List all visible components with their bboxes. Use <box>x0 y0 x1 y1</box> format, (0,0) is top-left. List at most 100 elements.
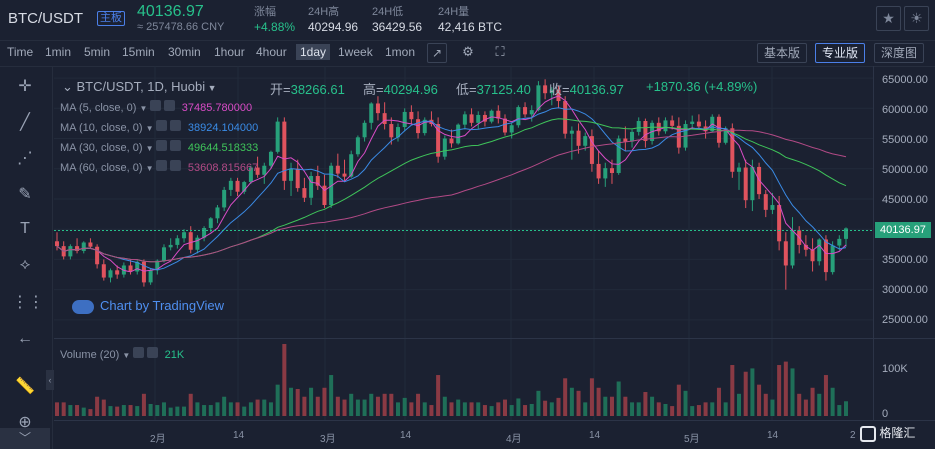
ma30-value: 49644.518333 <box>187 142 259 154</box>
candle <box>208 217 213 233</box>
timeframe-time[interactable]: Time <box>7 45 34 59</box>
volume-bar <box>382 393 387 416</box>
ruler-icon[interactable]: 📏 <box>15 378 35 395</box>
candle-body <box>54 241 60 247</box>
crosshair-icon[interactable]: ✛ <box>18 78 32 95</box>
candle <box>696 114 701 130</box>
pane-collapse-icon[interactable]: ‹ <box>46 370 54 390</box>
last-price-axis-label: 40136.97 <box>875 222 931 238</box>
volume-bar <box>710 402 715 416</box>
eye-icon[interactable] <box>149 100 161 111</box>
eye-icon[interactable] <box>155 120 167 131</box>
brush-icon[interactable]: ✎ <box>18 186 32 203</box>
theme-sun-icon[interactable]: ☀ <box>904 6 929 31</box>
volume-bar <box>188 393 193 416</box>
text-tool-icon[interactable]: T <box>20 220 30 237</box>
view-depth-button[interactable]: 深度图 <box>874 43 925 63</box>
ma5-row[interactable]: MA (5, close, 0) ▼ 37485.780000 <box>60 100 253 114</box>
volume-bar <box>275 384 280 416</box>
collapse-chevron-icon[interactable]: ﹀ <box>0 428 50 449</box>
candle-body <box>188 232 193 250</box>
open-value-group: 开=38266.61 <box>270 79 345 98</box>
zoom-in-icon[interactable]: ⊕ <box>18 414 32 431</box>
eye-icon[interactable] <box>155 140 167 151</box>
timeframe-4hour[interactable]: 4hour <box>256 45 287 59</box>
pattern-tool-icon[interactable]: ⟡ <box>19 256 31 273</box>
volume-legend[interactable]: Volume (20) ▼ 21K <box>60 347 185 361</box>
settings-gear-icon[interactable]: ⚙ <box>462 44 474 59</box>
candle <box>255 156 260 178</box>
candle-body <box>268 151 273 166</box>
view-pro-button[interactable]: 专业版 <box>815 43 866 63</box>
timeframe-1min[interactable]: 1min <box>45 45 72 59</box>
volume-bar <box>670 406 675 416</box>
timeframe-30min[interactable]: 30min <box>168 45 201 59</box>
candle-body <box>750 166 755 201</box>
volume-bar <box>268 402 273 416</box>
ma10-row[interactable]: MA (10, close, 0) ▼ 38924.104000 <box>60 120 259 134</box>
candle-body <box>609 168 614 173</box>
candle-body <box>182 232 187 239</box>
timeframe-1mon[interactable]: 1mon <box>385 45 416 59</box>
timeframe-1day[interactable]: 1day <box>296 44 331 60</box>
fullscreen-icon[interactable]: ⛶ <box>495 44 505 59</box>
candle-body <box>716 116 721 143</box>
back-arrow-icon[interactable]: ← <box>17 330 33 347</box>
volume-bar <box>108 406 113 416</box>
pair-name[interactable]: BTC/USDT <box>8 10 83 27</box>
candle-body <box>496 110 501 119</box>
trend-line-icon[interactable]: ╱ <box>20 114 30 131</box>
symbol-dropdown-icon[interactable]: ▼ <box>205 83 217 93</box>
settings-icon[interactable] <box>169 120 181 131</box>
candle-body <box>523 107 528 115</box>
settings-icon[interactable] <box>163 100 175 111</box>
candle-body <box>790 230 795 266</box>
candle <box>529 105 534 122</box>
volume-bar <box>556 397 561 416</box>
settings-icon[interactable] <box>169 140 181 151</box>
candle-body <box>516 107 521 126</box>
eye-icon[interactable] <box>132 347 144 358</box>
volume-bar <box>416 393 421 416</box>
volume-bar <box>696 405 701 416</box>
prediction-tool-icon[interactable]: ⋮⋮ <box>12 294 44 311</box>
eye-icon[interactable] <box>155 160 167 171</box>
stat-label-low: 24H低 <box>372 6 404 18</box>
timeframe-15min[interactable]: 15min <box>122 45 155 59</box>
symbol-info[interactable]: ⌄ BTC/USDT, 1D, Huobi ▼ <box>62 79 217 95</box>
candle-body <box>141 261 146 283</box>
candle-body <box>396 127 401 138</box>
candle <box>315 165 320 190</box>
collapse-legend-icon[interactable]: ⌄ <box>62 79 77 94</box>
chart-type-icon[interactable]: ↗ <box>427 43 447 63</box>
volume-bar <box>757 384 762 416</box>
price-axis-label: 55000.00 <box>882 134 928 146</box>
volume-bar <box>690 406 695 416</box>
candle-body <box>442 138 447 157</box>
volume-bar <box>155 405 160 416</box>
timeframe-5min[interactable]: 5min <box>84 45 111 59</box>
candle <box>623 126 628 151</box>
timeframe-1hour[interactable]: 1hour <box>214 45 245 59</box>
view-basic-button[interactable]: 基本版 <box>757 43 808 63</box>
candle-body <box>255 167 260 175</box>
candle <box>603 162 608 187</box>
volume-axis-label: 0 <box>882 408 889 420</box>
ma60-row[interactable]: MA (60, close, 0) ▼ 53608.815667 <box>60 160 259 174</box>
volume-bar <box>282 344 287 416</box>
candle <box>182 229 187 243</box>
candle-body <box>95 246 100 265</box>
settings-icon[interactable] <box>146 347 158 358</box>
fib-tool-icon[interactable]: ⋰ <box>17 150 33 167</box>
candle <box>409 105 414 124</box>
ma30-row[interactable]: MA (30, close, 0) ▼ 49644.518333 <box>60 140 259 154</box>
candle-body <box>723 128 728 143</box>
favorite-star-icon[interactable]: ★ <box>876 6 901 31</box>
tradingview-watermark[interactable]: Chart by TradingView <box>72 298 224 314</box>
settings-icon[interactable] <box>169 160 181 171</box>
timeframe-1week[interactable]: 1week <box>338 45 373 59</box>
volume-bar <box>175 406 180 416</box>
volume-bar <box>549 402 554 416</box>
candle <box>449 129 454 148</box>
